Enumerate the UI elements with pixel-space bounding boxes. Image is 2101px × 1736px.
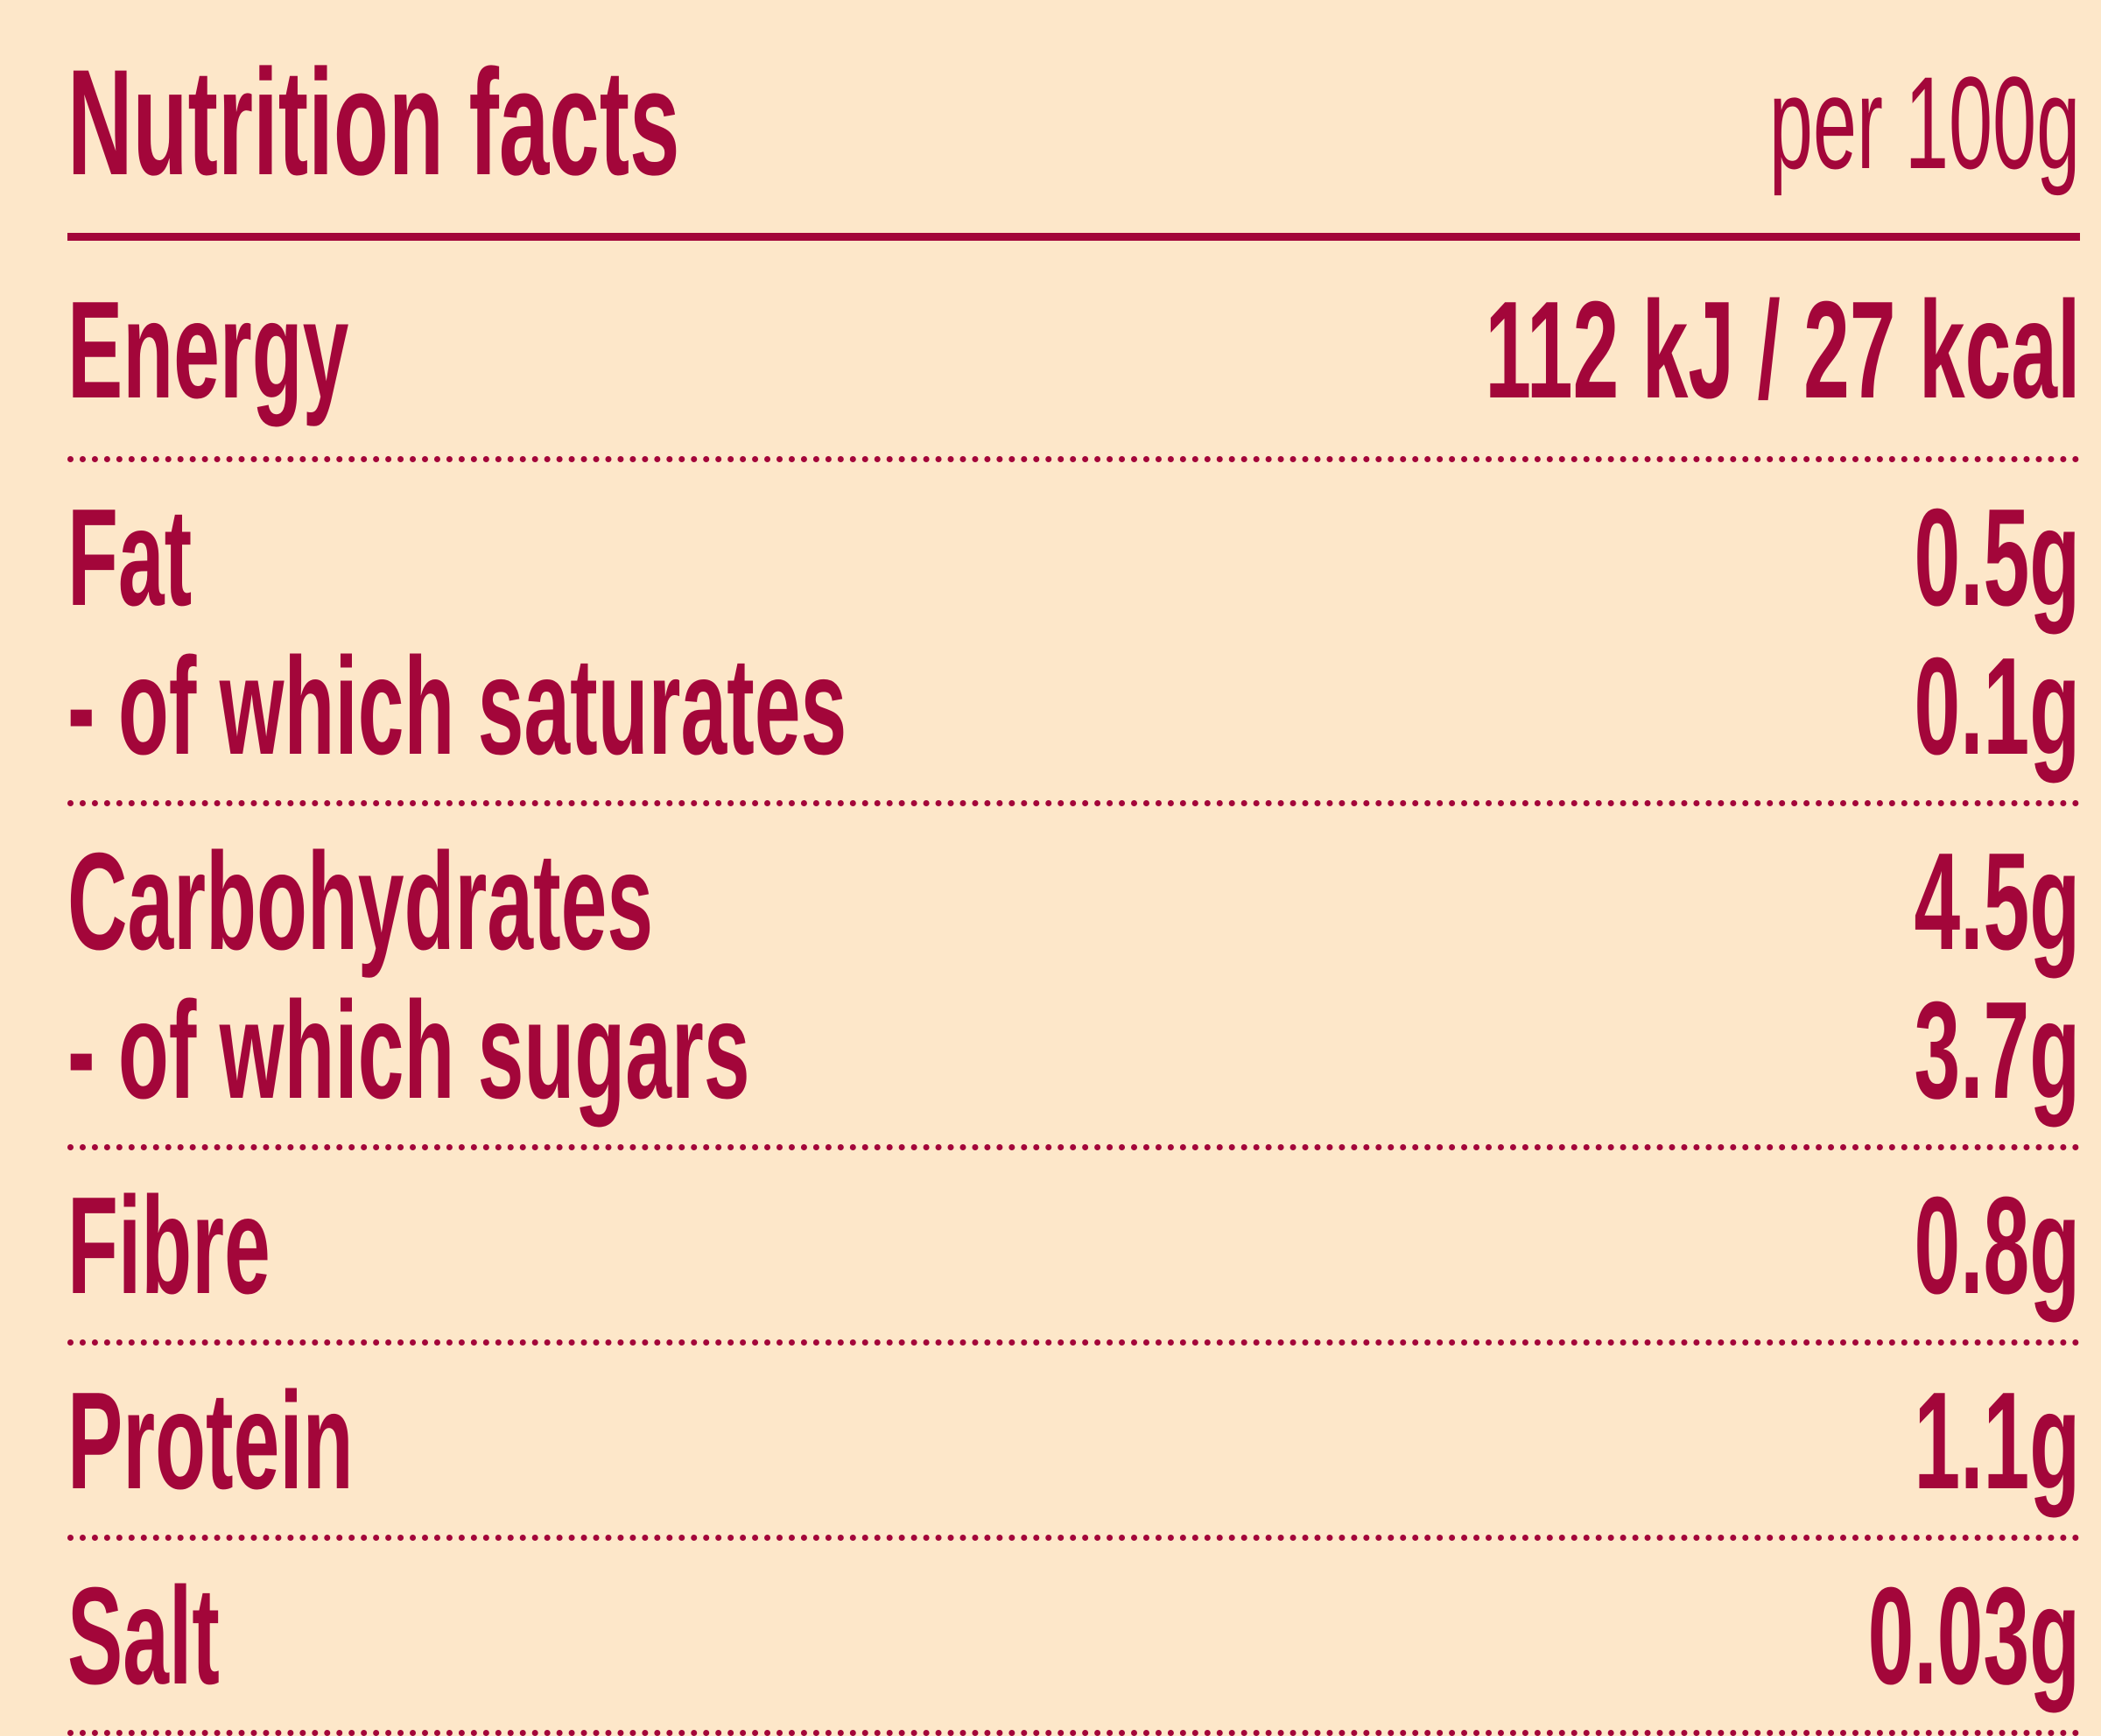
nutrient-list: Energy 112 kJ / 27 kcal Fat 0.5g - of which … bbox=[67, 241, 2080, 1736]
nutrient-amount: 1.1g bbox=[1914, 1364, 2080, 1518]
nutrient-group: Energy 112 kJ / 27 kcal bbox=[67, 241, 2080, 462]
nutrient-name: Energy bbox=[67, 273, 349, 427]
nutrient-name: Fibre bbox=[67, 1169, 271, 1323]
nutrient-row: Carbohydrates 4.5g bbox=[67, 827, 2080, 976]
nutrient-amount: 112 kJ / 27 kcal bbox=[1484, 273, 2080, 427]
nutrient-group: Fat 0.5g - of which saturates 0.1g bbox=[67, 462, 2080, 806]
nutrient-row: - of which saturates 0.1g bbox=[67, 632, 2080, 781]
nutrient-row: Salt 0.03g bbox=[67, 1562, 2080, 1711]
nutrient-amount: 0.1g bbox=[1914, 629, 2080, 784]
nutrient-row: Protein 1.1g bbox=[67, 1367, 2080, 1515]
title: Nutrition facts bbox=[67, 39, 680, 207]
nutrient-name: - of which sugars bbox=[67, 973, 750, 1128]
nutrient-row: - of which sugars 3.7g bbox=[67, 976, 2080, 1125]
nutrient-group: Fibre 0.8g bbox=[67, 1150, 2080, 1346]
nutrient-row: Fibre 0.8g bbox=[67, 1171, 2080, 1320]
nutrient-name: Protein bbox=[67, 1364, 354, 1518]
nutrient-name: Fat bbox=[67, 481, 193, 635]
nutrient-name: Carbohydrates bbox=[67, 825, 654, 979]
nutrient-amount: 0.5g bbox=[1914, 481, 2080, 635]
header-rule bbox=[67, 233, 2080, 241]
nutrient-group: Carbohydrates 4.5g - of which sugars 3.7g bbox=[67, 806, 2080, 1150]
nutrition-label: Nutrition facts per 100g Energy 112 kJ / … bbox=[67, 35, 2080, 1736]
nutrient-name: - of which saturates bbox=[67, 629, 847, 784]
nutrient-group: Protein 1.1g bbox=[67, 1346, 2080, 1541]
nutrient-group: Salt 0.03g bbox=[67, 1541, 2080, 1736]
nutrient-name: Salt bbox=[67, 1559, 220, 1713]
nutrient-row: Fat 0.5g bbox=[67, 483, 2080, 632]
nutrient-amount: 0.8g bbox=[1914, 1169, 2080, 1323]
nutrient-amount: 4.5g bbox=[1914, 825, 2080, 979]
nutrient-row: Energy 112 kJ / 27 kcal bbox=[67, 276, 2080, 425]
nutrient-amount: 3.7g bbox=[1914, 973, 2080, 1128]
basis: per 100g bbox=[1768, 49, 2080, 196]
nutrient-amount: 0.03g bbox=[1867, 1559, 2080, 1713]
header: Nutrition facts per 100g bbox=[67, 35, 2080, 210]
